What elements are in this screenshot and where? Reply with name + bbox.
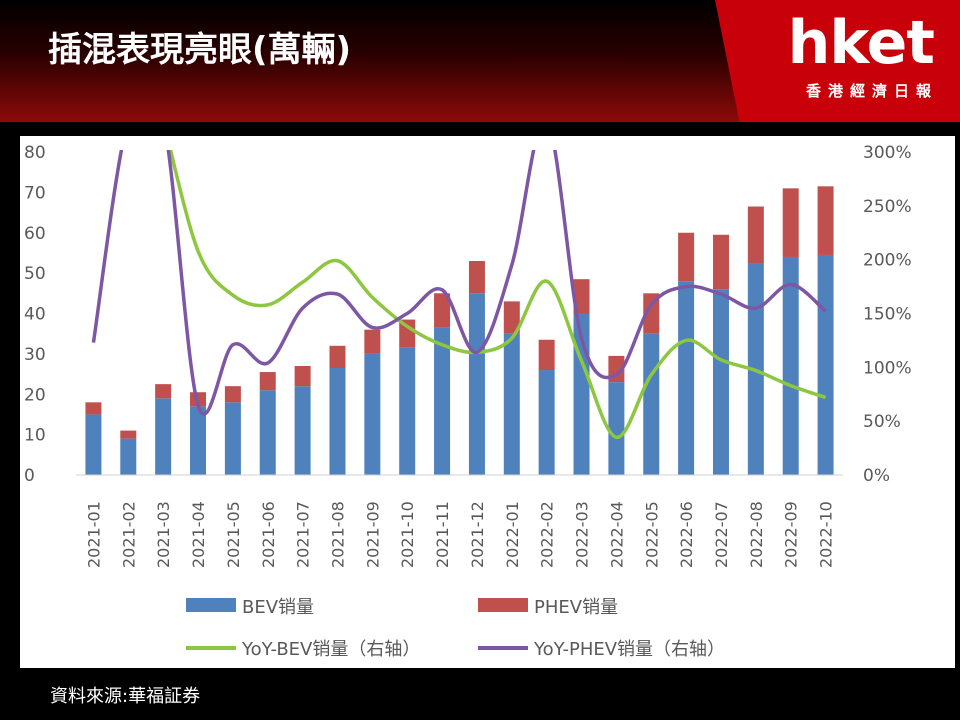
x-axis-ticks: 2021-01 2021-02 2021-03 2021-04 2021-05 2021-…	[84, 501, 835, 568]
bar-bev	[329, 368, 346, 475]
lines	[91, 150, 827, 440]
bar-phev	[434, 293, 451, 328]
right-tick-label: 0%	[863, 466, 890, 486]
x-tick-label: 2022-02	[538, 501, 557, 568]
bar-bev	[399, 347, 416, 475]
left-tick-label: 30	[24, 345, 46, 365]
brand-panel: hket 香港經濟日報	[715, 0, 960, 122]
x-tick-label: 2021-01	[84, 501, 103, 568]
bar-phev	[468, 261, 485, 294]
x-tick-label: 2021-07	[294, 501, 313, 568]
line-yoy-phev	[91, 150, 827, 416]
bar-phev	[85, 402, 102, 415]
left-tick-label: 40	[24, 305, 46, 325]
left-tick-label: 60	[24, 224, 46, 244]
left-axis-ticks: 80 70 60 50 40 30 20 10 0	[24, 143, 46, 486]
left-tick-label: 70	[24, 183, 46, 203]
bar-bev	[434, 327, 451, 475]
x-tick-label: 2021-03	[154, 501, 173, 568]
legend-label: YoY-BEV销量（右轴）	[241, 639, 420, 660]
bar-bev	[782, 256, 799, 475]
right-tick-label: 250%	[863, 197, 912, 217]
x-tick-label: 2021-04	[189, 501, 208, 568]
bar-phev	[259, 372, 276, 391]
right-tick-label: 200%	[863, 251, 912, 271]
bar-bev	[817, 254, 834, 475]
legend-label: BEV销量	[242, 597, 314, 618]
legend-label: YoY-PHEV销量（右轴）	[533, 639, 725, 660]
bar-phev	[712, 234, 729, 290]
bar-bev	[190, 406, 207, 475]
bar-phev	[364, 329, 381, 354]
brand-logo: hket	[787, 8, 935, 78]
x-tick-label: 2021-02	[119, 501, 138, 568]
x-tick-label: 2022-10	[817, 501, 836, 568]
x-tick-label: 2022-04	[607, 501, 626, 568]
right-tick-label: 100%	[863, 358, 912, 378]
bar-bev	[259, 390, 276, 475]
x-tick-label: 2022-05	[642, 501, 661, 568]
legend: BEV销量 PHEV销量 YoY-BEV销量（右轴） YoY-PHEV销量（右轴）	[186, 597, 725, 660]
x-tick-label: 2021-12	[468, 501, 487, 568]
x-tick-label: 2021-06	[259, 501, 278, 568]
right-tick-label: 50%	[863, 412, 901, 432]
chart-panel: 80 70 60 50 40 30 20 10 0 300% 250% 200% 150% 100% 50…	[20, 136, 955, 668]
bar-phev	[782, 188, 799, 257]
x-tick-label: 2022-07	[712, 501, 731, 568]
page-title: 插混表現亮眼(萬輛)	[48, 30, 352, 70]
right-tick-label: 150%	[863, 305, 912, 325]
x-tick-label: 2022-08	[747, 501, 766, 568]
bar-bev	[85, 414, 102, 475]
bar-phev	[747, 206, 764, 264]
bar-phev	[817, 186, 834, 255]
bar-bev	[712, 289, 729, 475]
left-tick-label: 10	[24, 426, 46, 446]
bar-bev	[155, 398, 172, 475]
legend-swatch	[478, 598, 528, 612]
x-tick-label: 2022-03	[573, 501, 592, 568]
bar-bev	[643, 333, 660, 475]
bar-phev	[503, 301, 520, 334]
bar-phev	[294, 365, 311, 387]
bar-bev	[294, 386, 311, 475]
bar-phev	[678, 232, 695, 282]
left-tick-label: 20	[24, 385, 46, 405]
bar-bev	[678, 281, 695, 475]
right-axis-ticks: 300% 250% 200% 150% 100% 50% 0%	[863, 143, 912, 486]
x-tick-label: 2022-06	[677, 501, 696, 568]
legend-swatch	[186, 598, 236, 612]
bar-phev	[224, 386, 241, 403]
bar-phev	[399, 319, 416, 348]
left-tick-label: 0	[24, 466, 35, 486]
x-tick-label: 2021-05	[224, 501, 243, 568]
x-tick-label: 2021-11	[433, 501, 452, 568]
chart: 80 70 60 50 40 30 20 10 0 300% 250% 200% 150% 100% 50…	[24, 143, 912, 660]
left-tick-label: 50	[24, 264, 46, 284]
bar-bev	[364, 353, 381, 475]
bar-bev	[468, 293, 485, 475]
bar-phev	[155, 384, 172, 399]
bar-bev	[538, 370, 555, 475]
bar-phev	[643, 293, 660, 334]
bar-bev	[503, 333, 520, 475]
x-tick-label: 2021-08	[328, 501, 347, 568]
left-tick-label: 80	[24, 143, 46, 163]
bar-phev	[538, 339, 555, 371]
legend-label: PHEV销量	[534, 597, 618, 618]
bars	[85, 186, 834, 475]
bar-phev	[120, 430, 137, 439]
bar-phev	[329, 345, 346, 369]
x-tick-label: 2022-09	[782, 501, 801, 568]
x-tick-label: 2021-09	[363, 501, 382, 568]
brand-subtitle: 香港經濟日報	[805, 82, 938, 100]
x-tick-label: 2022-01	[503, 501, 522, 568]
line-yoy-bev	[168, 150, 827, 440]
bar-phev	[573, 279, 590, 314]
source-note: 資料來源:華福証券	[50, 686, 201, 707]
bar-bev	[120, 438, 137, 475]
right-tick-label: 300%	[863, 143, 912, 163]
bar-bev	[224, 402, 241, 475]
x-tick-label: 2021-10	[398, 501, 417, 568]
bar-bev	[608, 382, 625, 475]
